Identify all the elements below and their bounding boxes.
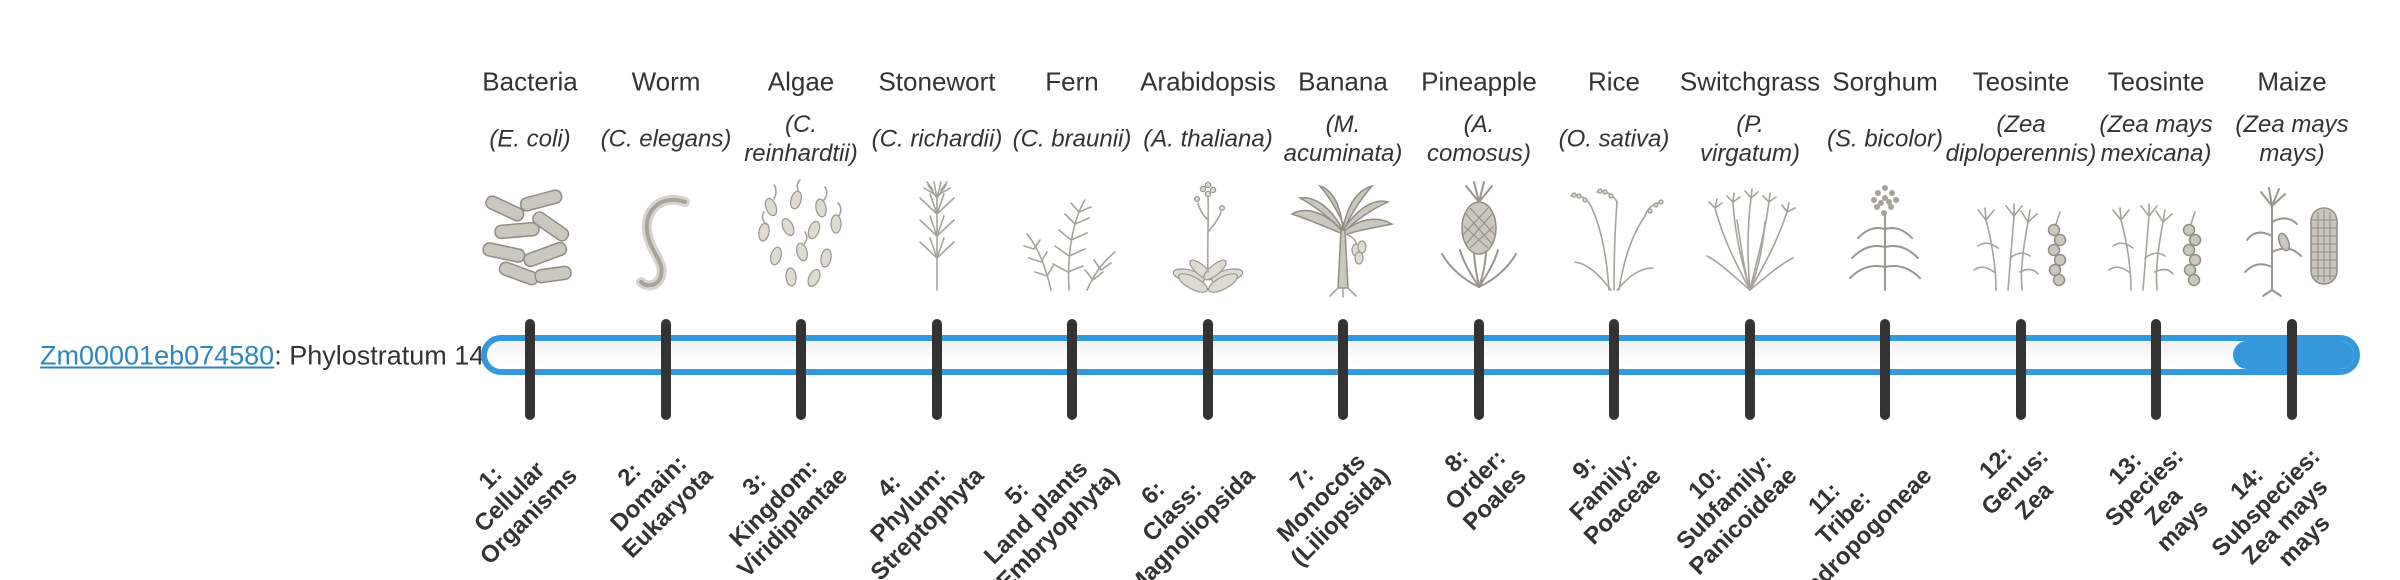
organism-common-name: Algae xyxy=(767,66,835,97)
gene-phylostratum-text: : Phylostratum 14 xyxy=(274,340,485,371)
phylostratum-tick xyxy=(2151,319,2161,420)
organism-common-name: Teosinte xyxy=(2107,66,2205,97)
fern-illustration xyxy=(1023,199,1116,291)
organism-common-name: Teosinte xyxy=(1972,66,2070,97)
organism-common-name: Fern xyxy=(1045,66,1099,97)
gene-label: Zm00001eb074580: Phylostratum 14 xyxy=(40,341,484,372)
switchgrass-illustration xyxy=(1706,188,1796,291)
organism-scientific-name: (C. braunii) xyxy=(1012,125,1132,153)
organism-scientific-name: (P. virgatum) xyxy=(1699,111,1801,167)
organism-common-name: Switchgrass xyxy=(1679,66,1821,97)
phylostratum-track xyxy=(481,335,2360,375)
organism-scientific-name: (S. bicolor) xyxy=(1826,125,1944,153)
organism-scientific-name: (C. elegans) xyxy=(600,125,732,153)
phylostratum-tick xyxy=(1609,319,1619,420)
stratum-label: 3: Kingdom: Viridiplantae xyxy=(724,454,854,580)
stratum-label: 8: Order: Poales xyxy=(1439,443,1532,536)
stratum-label: 1: Cellular Organisms xyxy=(468,456,583,570)
organism-common-name: Bacteria xyxy=(482,66,578,97)
organism-common-name: Sorghum xyxy=(1832,66,1938,97)
pineapple-illustration xyxy=(1441,181,1517,288)
organism-common-name: Banana xyxy=(1298,66,1388,97)
phylostratum-tick xyxy=(2287,319,2297,420)
stratum-label: 6: Class: Magnoliopsida xyxy=(1122,462,1261,580)
organism-scientific-name: (A. thaliana) xyxy=(1143,125,1273,153)
organism-common-name: Pineapple xyxy=(1421,66,1537,97)
phylostratum-tick xyxy=(1474,319,1484,420)
worm-illustration xyxy=(636,195,690,291)
phylostratum-tick xyxy=(661,319,671,420)
phylostratum-tick xyxy=(525,319,535,420)
phylostratum-tick xyxy=(932,319,942,420)
organism-scientific-name: (Zea mays mays) xyxy=(2235,111,2349,167)
sorghum-illustration xyxy=(1849,185,1921,291)
teosinte-illustration xyxy=(1973,203,2067,291)
bacteria-illustration xyxy=(482,189,572,286)
phylostratum-tick xyxy=(2016,319,2026,420)
phylostratum-tick xyxy=(1338,319,1348,420)
phylostratum-tick xyxy=(1067,319,1077,420)
rice-illustration xyxy=(1570,188,1664,291)
organism-scientific-name: (C. richardii) xyxy=(871,125,1003,153)
organism-scientific-name: (Zea diploperennis) xyxy=(1945,111,2097,167)
gene-id-link[interactable]: Zm00001eb074580 xyxy=(40,340,275,371)
phylostratum-tick xyxy=(1203,319,1213,420)
stratum-label: 12: Genus: Zea xyxy=(1974,440,2059,526)
phylostratum-tick xyxy=(1880,319,1890,420)
algae-illustration xyxy=(758,179,842,288)
maize-illustration xyxy=(2244,187,2338,297)
organism-scientific-name: (Zea mays mexicana) xyxy=(2099,111,2213,167)
banana-illustration xyxy=(1290,184,1395,298)
stratum-label: 14: Subspecies: Zea mays mays xyxy=(2206,443,2336,573)
organism-scientific-name: (M. acuminata) xyxy=(1283,111,1403,167)
organism-scientific-name: (C. reinhardtii) xyxy=(744,111,858,167)
organism-scientific-name: (E. coli) xyxy=(489,125,571,153)
arabidopsis-illustration xyxy=(1172,181,1244,293)
stonewort-illustration xyxy=(919,181,955,291)
stratum-label: 9: Family: Poaceae xyxy=(1563,447,1667,551)
stratum-label: 7: Monocots (Liliopsida) xyxy=(1271,448,1396,572)
organism-common-name: Stonewort xyxy=(878,66,996,97)
organism-common-name: Rice xyxy=(1587,66,1641,97)
organism-common-name: Worm xyxy=(631,66,701,97)
phylostratum-tick xyxy=(796,319,806,420)
phylostratum-tick xyxy=(1745,319,1755,420)
organism-scientific-name: (O. sativa) xyxy=(1558,125,1670,153)
organism-common-name: Maize xyxy=(2257,66,2327,97)
stratum-label: 13: Species: Zea mays xyxy=(2100,443,2215,557)
organism-scientific-name: (A. comosus) xyxy=(1426,111,1532,167)
organism-common-name: Arabidopsis xyxy=(1140,66,1276,97)
teosinte-illustration xyxy=(2108,203,2202,291)
stratum-label: 2: Domain: Eukaryota xyxy=(605,450,719,564)
